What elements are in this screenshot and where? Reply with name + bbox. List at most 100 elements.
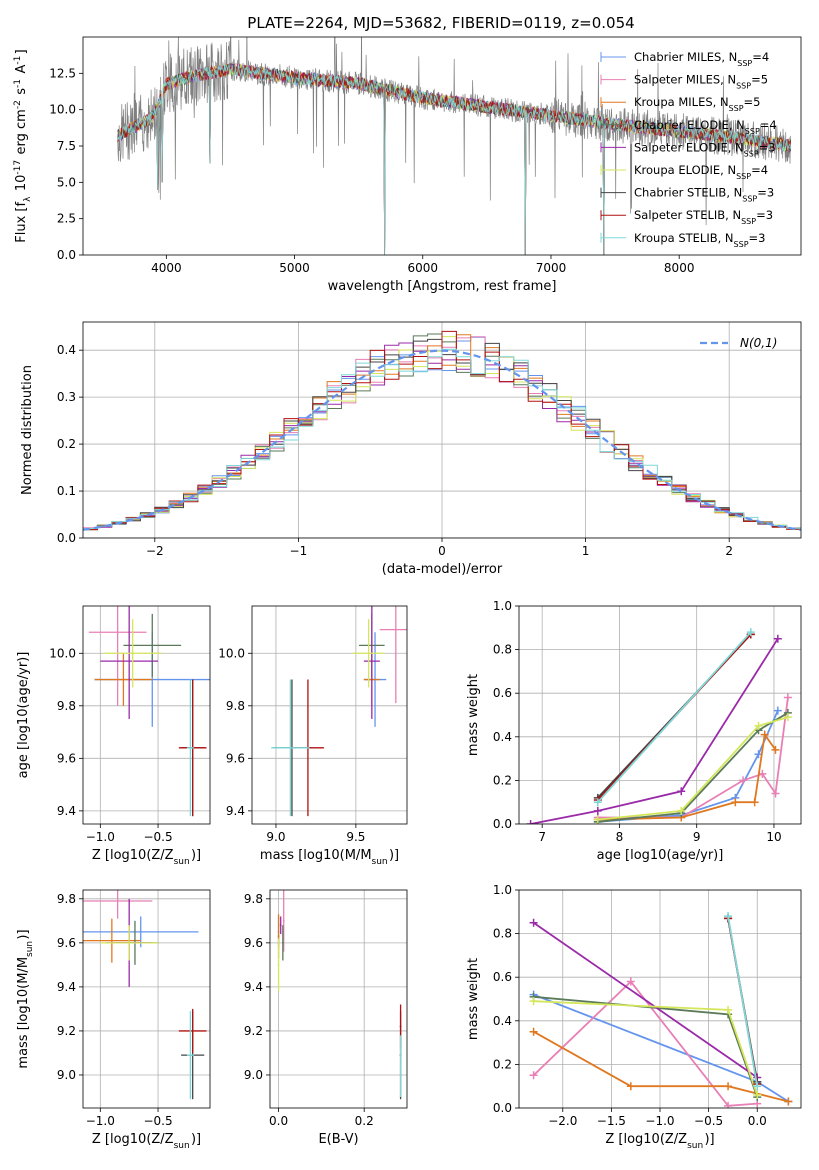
mass-weight-marker (593, 806, 602, 815)
mass-weight-marker (753, 1090, 762, 1099)
x-tick-label: −1.0 (86, 830, 115, 844)
mass-weight-marker (593, 815, 602, 824)
mass-weight-marker (677, 806, 686, 815)
x-tick-label: −0.5 (694, 1114, 723, 1128)
x-tick-label: 2 (725, 544, 733, 558)
x-tick-label: 5000 (279, 261, 310, 275)
mass-weight-marker (529, 1071, 538, 1080)
x-tick-label: 0.2 (355, 1114, 374, 1128)
x-tick-label: 7000 (536, 261, 567, 275)
mass-weight-line (533, 921, 758, 1079)
mass-weight-line (533, 1030, 789, 1103)
mass-weight-marker (724, 912, 733, 921)
figure-title: PLATE=2264, MJD=53682, FIBERID=0119, z=0… (247, 14, 634, 32)
y-tick-label: 9.6 (244, 936, 263, 950)
mass-weight-marker (626, 1082, 635, 1091)
mass-weight-marker (753, 1082, 762, 1091)
spectrum-legend: Chabrier MILES, NSSP=4 Salpeter MILES, NS… (600, 50, 777, 248)
age-vs-Z-ylabel: age [log10(age/yr)] (16, 652, 31, 779)
y-tick-label: 9.6 (226, 751, 245, 765)
y-tick-label: 9.8 (244, 892, 263, 906)
y-tick-label: 0.2 (57, 437, 76, 451)
x-tick-label: 8000 (664, 261, 695, 275)
x-tick-label: −0.5 (143, 830, 172, 844)
mass-weight-marker (724, 1005, 733, 1014)
mass-weight-marker (529, 997, 538, 1006)
massweight-vs-age-panel: 7 8 9 10 0.0 0.2 0.4 0.6 0.8 1.0 age [log10(age/yr… (466, 599, 802, 863)
mass-weight-marker (773, 706, 782, 715)
y-tick-label: 9.0 (244, 1068, 263, 1082)
mass-weight-marker (593, 798, 602, 807)
y-tick-label: 1.0 (493, 883, 512, 897)
y-tick-label: 12.5 (49, 66, 76, 80)
age-vs-Z-xlabel: Z [log10(Z/Zsun )] (92, 848, 201, 867)
mass-weight-marker (783, 693, 792, 702)
axes-frame (82, 321, 802, 539)
y-tick-label: 0.0 (493, 817, 512, 831)
residuals-panel: −2 −1 0 1 2 0.0 0.1 0.2 0.3 0.4 (data-model)/error… (20, 321, 802, 577)
y-tick-label: 9.4 (57, 804, 76, 818)
x-tick-label: −2 (146, 544, 164, 558)
x-tick-label: −1.5 (597, 1114, 626, 1128)
y-tick-label: 9.0 (57, 1068, 76, 1082)
massweight-vs-Z-ylabel: mass weight (466, 958, 481, 1040)
x-tick-label: 7 (538, 830, 546, 844)
x-tick-label: −2.0 (548, 1114, 577, 1128)
mass-vs-metallicity-panel: −1.0 −0.5 9.0 9.2 9.4 9.6 9.8 Z [log10(Z/Zsun )… (16, 889, 211, 1151)
x-tick-label: −1 (290, 544, 308, 558)
mass-weight-marker (724, 1101, 733, 1108)
massweight-vs-metallicity-panel: −2.0 −1.5 −1.0 −0.5 0.0 0.0 0.2 0.4 0.6 0.8 1.0 Z [… (466, 883, 802, 1151)
mass-weight-line (597, 631, 752, 803)
axes-frame (269, 889, 408, 1109)
y-tick-label: 0.0 (57, 531, 76, 545)
mass-weight-marker (746, 628, 755, 637)
x-tick-label: 9.0 (266, 830, 285, 844)
y-tick-label: 0.4 (493, 730, 512, 744)
spectrum-ylabel: Flux [fλ 10-17 erg cm-2 s-1 A-1 ] (13, 49, 33, 242)
y-tick-label: 9.2 (244, 1024, 263, 1038)
mass-vs-ebv-panel: 0.0 0.2 9.0 9.2 9.4 9.6 9.8 E(B-V) (244, 889, 408, 1147)
mass-weight-marker (771, 745, 780, 754)
age-vs-mass-xlabel: mass [log10(M/Msun )] (260, 848, 399, 867)
mass-weight-marker (731, 798, 740, 807)
x-tick-label: 0 (438, 544, 446, 558)
y-tick-label: 9.4 (57, 980, 76, 994)
legend-entry: Kroupa MILES, NSSP=5 (634, 95, 760, 113)
mass-weight-marker (526, 820, 535, 824)
x-tick-label: 8 (616, 830, 624, 844)
x-tick-label: −1.0 (86, 1114, 115, 1128)
x-tick-label: −0.5 (143, 1114, 172, 1128)
y-tick-label: 0.6 (493, 686, 512, 700)
axes-frame (518, 605, 802, 825)
mass-weight-line (532, 980, 758, 1107)
mass-weight-marker (677, 787, 686, 796)
axes-frame (251, 605, 408, 825)
spectrum-panel: 4000 5000 6000 7000 8000 0.0 2.5 5.0 7.5 10.0 12.5… (13, 36, 802, 294)
y-tick-label: 0.8 (493, 643, 512, 657)
legend-entry: Salpeter STELIB, NSSP=3 (634, 208, 773, 226)
legend-entry: Salpeter ELODIE, NSSP=3 (634, 140, 776, 158)
y-tick-label: 9.6 (57, 751, 76, 765)
age-vs-Z-plot-area (83, 606, 210, 824)
y-tick-label: 0.8 (493, 927, 512, 941)
age-vs-metallicity-panel: −1.0 −0.5 9.4 9.6 9.8 10.0 Z [log10(Z/Zsun )] a… (16, 605, 211, 867)
legend-entry: Salpeter MILES, NSSP=5 (634, 73, 768, 91)
y-tick-label: 9.6 (57, 936, 76, 950)
y-tick-label: 10.0 (49, 646, 76, 660)
age-vs-mass-plot-area (252, 606, 407, 824)
y-tick-label: 9.4 (226, 804, 245, 818)
mass-weight-line (597, 716, 789, 821)
massweight-vs-Z-plot-area (519, 890, 801, 1108)
mass-weight-marker (739, 776, 748, 785)
y-tick-label: 0.4 (493, 1014, 512, 1028)
axes-frame (82, 889, 211, 1109)
legend-entry: Kroupa ELODIE, NSSP=4 (634, 163, 768, 181)
mass-vs-ebv-plot-area (270, 890, 407, 1108)
residuals-ylabel: Normed distribution (20, 365, 35, 495)
age-vs-mass-panel: 9.0 9.5 9.4 9.6 9.8 10.0 mass [log10(M/Msun )] (218, 605, 408, 867)
y-tick-label: 2.5 (57, 212, 76, 226)
massweight-vs-age-plot-area (519, 606, 801, 824)
mass-weight-marker (783, 713, 792, 722)
